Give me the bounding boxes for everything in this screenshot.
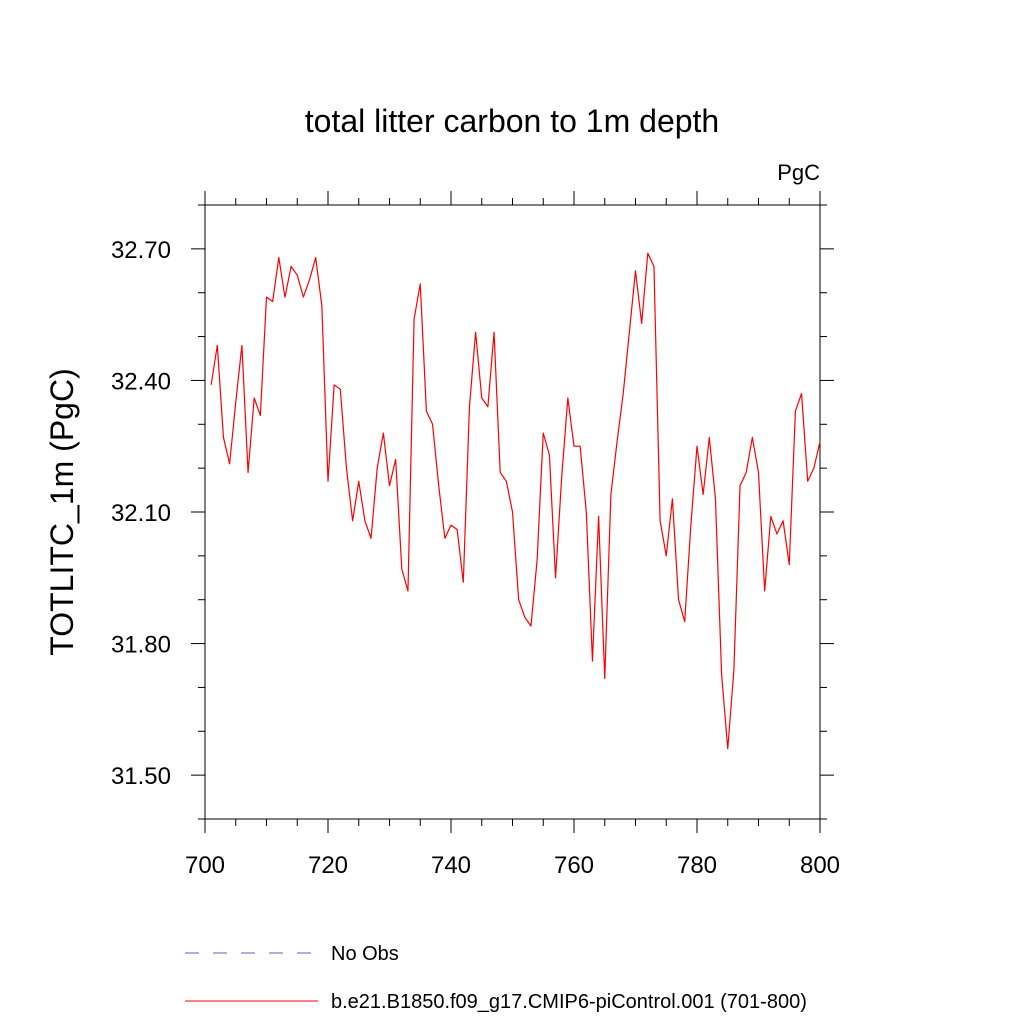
series-layer: [210, 252, 821, 750]
x-tick-label: 720: [308, 852, 348, 879]
legend-label-no-obs: No Obs: [331, 943, 399, 965]
x-tick-label: 740: [431, 852, 471, 879]
y-tick-label: 31.50: [111, 763, 171, 790]
legend-label-control: b.e21.B1850.f09_g17.CMIP6-piControl.001 …: [331, 991, 807, 1013]
x-tick-label: 760: [554, 852, 594, 879]
y-tick-label: 32.10: [111, 500, 171, 527]
y-tick-label: 31.80: [111, 632, 171, 659]
y-tick-label: 32.70: [111, 237, 171, 264]
axis-ticks: 700 720 740 760 780 800 31.50 31.80 32.10 32.40 32…: [111, 191, 840, 879]
y-tick-label: 32.40: [111, 368, 171, 395]
series-line-1: [210, 252, 821, 750]
x-tick-label: 800: [800, 852, 840, 879]
y-axis-label: TOTLITC_1m (PgC): [44, 368, 80, 655]
x-tick-label: 700: [185, 852, 225, 879]
chart-title: total litter carbon to 1m depth: [305, 103, 719, 139]
units-label: PgC: [777, 160, 820, 185]
x-tick-label: 780: [677, 852, 717, 879]
legend: No Obs b.e21.B1850.f09_g17.CMIP6-piContr…: [185, 943, 807, 1013]
